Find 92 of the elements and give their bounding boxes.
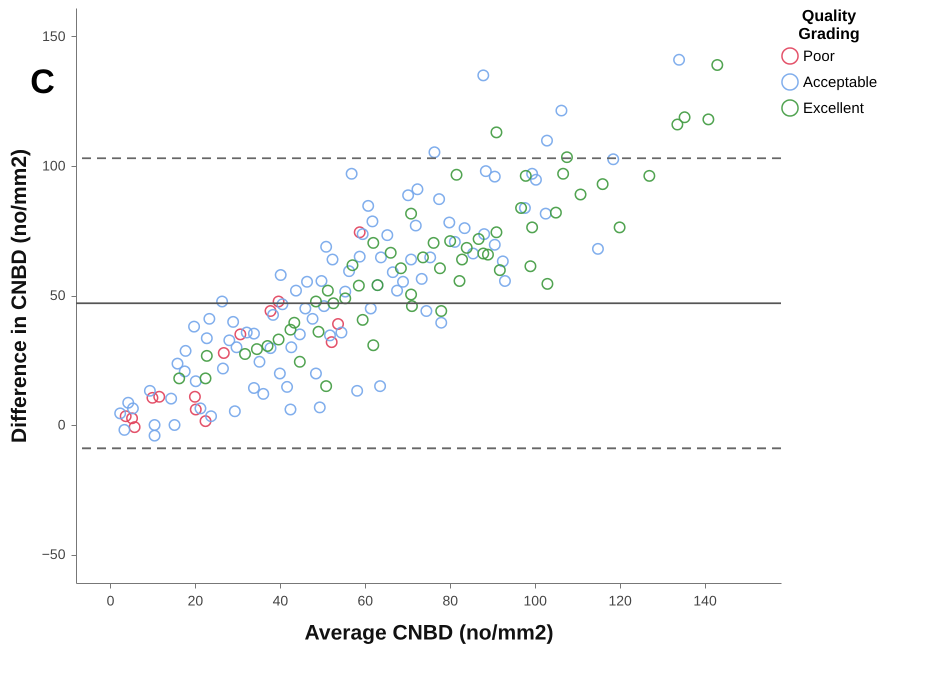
- legend-label: Poor: [803, 48, 835, 65]
- point: [557, 168, 570, 180]
- x-tick-label: 80: [442, 592, 458, 608]
- point: [702, 113, 714, 126]
- point: [596, 178, 609, 190]
- point: [405, 288, 418, 300]
- point: [312, 326, 324, 338]
- x-tick-label: 40: [272, 592, 288, 608]
- point: [550, 206, 562, 219]
- point: [339, 292, 352, 304]
- point: [454, 275, 466, 287]
- x-tick-label: 120: [608, 592, 632, 608]
- point: [356, 314, 369, 326]
- point: [435, 305, 448, 318]
- point: [444, 235, 456, 248]
- x-tick-label: 100: [523, 592, 548, 608]
- point: [262, 340, 274, 352]
- text: C: [30, 63, 55, 101]
- y-tick-label: −50: [42, 546, 66, 562]
- point: [146, 392, 158, 404]
- point: [128, 421, 141, 434]
- point: [326, 336, 338, 348]
- point: [456, 254, 468, 266]
- point: [352, 280, 365, 292]
- y-tick-label: 0: [58, 416, 66, 433]
- point: [234, 328, 246, 340]
- point: [671, 118, 684, 131]
- y-tick-label: 150: [42, 28, 66, 44]
- point: [472, 233, 485, 246]
- point: [200, 350, 213, 362]
- point: [405, 208, 418, 220]
- point: [477, 248, 490, 260]
- point: [264, 305, 277, 318]
- point: [524, 260, 536, 272]
- point: [332, 318, 344, 330]
- point: [450, 168, 463, 181]
- legend-label: Excellent: [803, 100, 865, 117]
- x-axis-title: Average CNBD (no/mm2): [304, 622, 554, 644]
- y-tick-label: 50: [50, 287, 66, 303]
- point: [428, 236, 440, 249]
- point: [200, 415, 212, 428]
- point: [288, 316, 300, 329]
- point: [367, 339, 380, 352]
- point: [346, 259, 358, 272]
- point: [711, 59, 724, 71]
- point: [574, 188, 587, 200]
- legend-title: Quality Grading: [798, 8, 860, 43]
- point: [200, 372, 212, 384]
- point: [294, 356, 306, 368]
- point: [272, 295, 285, 308]
- point: [416, 251, 429, 264]
- point: [239, 348, 252, 360]
- point: [310, 295, 322, 308]
- y-tick-label: 100: [42, 157, 66, 174]
- point: [515, 202, 528, 214]
- point: [434, 262, 446, 274]
- point: [173, 372, 186, 384]
- point: [490, 126, 502, 138]
- point: [482, 248, 494, 261]
- point: [190, 403, 202, 416]
- point: [354, 226, 366, 238]
- x-tick-label: 140: [693, 592, 717, 608]
- y-axis-title: Difference in CNBD (no/mm2): [8, 148, 31, 444]
- point: [643, 170, 656, 182]
- point: [250, 343, 263, 356]
- point: [560, 151, 573, 164]
- point: [678, 111, 691, 124]
- point: [490, 226, 502, 238]
- x-tick-label: 60: [358, 592, 374, 608]
- point: [367, 236, 380, 249]
- point: [526, 221, 538, 234]
- x-tick-label: 20: [188, 592, 204, 608]
- point: [322, 284, 334, 297]
- point: [541, 278, 554, 290]
- point: [284, 324, 296, 336]
- point: [126, 412, 138, 424]
- point: [188, 390, 201, 403]
- legend-label: Acceptable: [803, 74, 878, 91]
- point: [520, 170, 532, 182]
- point: [153, 390, 166, 403]
- point: [120, 410, 132, 422]
- point: [384, 246, 397, 259]
- point: [272, 334, 285, 346]
- point: [460, 242, 473, 254]
- x-tick-label: 0: [106, 592, 115, 608]
- point: [320, 380, 332, 392]
- point: [614, 221, 626, 234]
- point: [406, 300, 418, 312]
- point: [327, 297, 340, 310]
- point: [218, 347, 230, 359]
- point: [494, 264, 506, 276]
- point: [394, 262, 407, 274]
